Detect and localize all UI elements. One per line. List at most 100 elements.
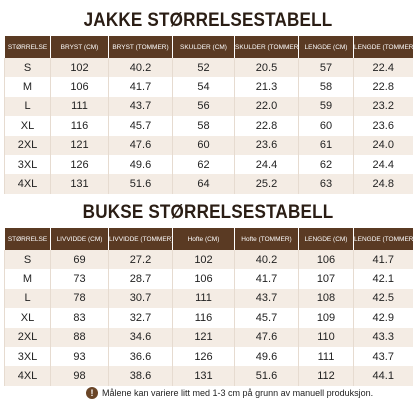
header-cell: Hofte (CM) [172,228,235,250]
cell: 4XL [4,366,51,386]
cell: 49.6 [108,154,173,175]
cell: 60 [172,135,235,155]
row: M 73 28.7 106 41.7 107 42.1 [4,269,413,289]
cell: 43.3 [353,327,413,347]
cell: L [4,96,51,117]
row: XL 83 32.7 116 45.7 109 42.9 [4,308,413,328]
cell: 78 [50,288,109,309]
cell: 3XL [4,346,51,367]
cell: 32.7 [108,308,173,328]
cell: 22.8 [353,77,413,97]
header-cell: BRYST (TOMMER) [108,36,173,58]
cell: 126 [172,346,235,367]
cell: 62 [298,154,354,175]
cell: 108 [298,288,354,309]
row: 4XL 98 38.6 131 51.6 112 44.1 [4,366,413,386]
header-cell: STØRRELSE [4,228,51,250]
row: 4XL 131 51.6 64 25.2 63 24.8 [4,174,413,194]
cell: 111 [50,96,109,117]
cell: 41.7 [234,269,299,289]
cell: 61 [298,135,354,155]
cell: M [4,269,51,289]
note: ! Målene kan variere litt med 1-3 cm på … [86,387,373,399]
header-cell: LENGDE (TOMMER) [353,228,413,250]
size-table: STØRRELSE LIVVIDDE (CM) LIVVIDDE (TOMMER) H… [4,228,413,386]
cell: 42.5 [353,288,413,309]
cell: 59 [298,96,354,117]
cell: 58 [172,116,235,136]
cell: 4XL [4,174,51,194]
row: L 111 43.7 56 22.0 59 23.2 [4,96,413,117]
note-text: Målene kan variere litt med 1-3 cm på gr… [102,388,374,398]
row: M 106 41.7 54 21.3 58 22.8 [4,77,413,97]
cell: 106 [50,77,109,97]
cell: 73 [50,269,109,289]
cell: 47.6 [108,135,173,155]
cell: 51.6 [108,174,173,194]
cell: 121 [50,135,109,155]
row: 2XL 121 47.6 60 23.6 61 24.0 [4,135,413,155]
row: L 78 30.7 111 43.7 108 42.5 [4,288,413,309]
cell: XL [4,116,51,136]
header-cell: SKULDER (TOMMER) [234,36,299,58]
cell: 25.2 [234,174,299,194]
cell: 98 [50,366,109,386]
cell: 57 [298,58,354,78]
cell: 3XL [4,154,51,175]
cell: 28.7 [108,269,173,289]
cell: 36.6 [108,346,173,367]
cell: 23.6 [353,116,413,136]
cell: 52 [172,58,235,78]
cell: 43.7 [234,288,299,309]
cell: 111 [172,288,235,309]
row: 3XL 93 36.6 126 49.6 111 43.7 [4,346,413,367]
header-cell: LENGDE (CM) [298,36,354,58]
row: 2XL 88 34.6 121 47.6 110 43.3 [4,327,413,347]
cell: L [4,288,51,309]
cell: 20.5 [234,58,299,78]
cell: 88 [50,327,109,347]
cell: 63 [298,174,354,194]
cell: 131 [172,366,235,386]
row: S 69 27.2 102 40.2 106 41.7 [4,250,413,270]
cell: 47.6 [234,327,299,347]
cell: 24.0 [353,135,413,155]
cell: 23.6 [234,135,299,155]
cell: 45.7 [108,116,173,136]
header-cell: BRYST (CM) [50,36,109,58]
cell: 60 [298,116,354,136]
cell: 24.4 [353,154,413,175]
cell: S [4,58,51,78]
cell: 107 [298,269,354,289]
header-cell: LIVVIDDE (TOMMER) [108,228,173,250]
cell: 27.2 [108,250,173,270]
header-cell: LENGDE (TOMMER) [353,36,413,58]
row: XL 116 45.7 58 22.8 60 23.6 [4,116,413,136]
header-cell: SKULDER (CM) [172,36,235,58]
cell: 22.4 [353,58,413,78]
cell: 54 [172,77,235,97]
header-row: STØRRELSE BRYST (CM) BRYST (TOMMER) SKULDER… [4,36,413,58]
info-icon: ! [86,387,98,399]
cell: 116 [172,308,235,328]
cell: 40.2 [108,58,173,78]
cell: 106 [298,250,354,270]
cell: 121 [172,327,235,347]
cell: 102 [172,250,235,270]
cell: 112 [298,366,354,386]
cell: 44.1 [353,366,413,386]
cell: 41.7 [108,77,173,97]
cell: 42.1 [353,269,413,289]
cell: 42.9 [353,308,413,328]
title: BUKSE STØRRELSESTABELL [82,202,334,223]
cell: 116 [50,116,109,136]
cell: 93 [50,346,109,367]
cell: 58 [298,77,354,97]
cell: 2XL [4,135,51,155]
cell: 21.3 [234,77,299,97]
cell: 23.2 [353,96,413,117]
cell: 126 [50,154,109,175]
header-row: STØRRELSE LIVVIDDE (CM) LIVVIDDE (TOMMER) H… [4,228,413,250]
cell: 131 [50,174,109,194]
